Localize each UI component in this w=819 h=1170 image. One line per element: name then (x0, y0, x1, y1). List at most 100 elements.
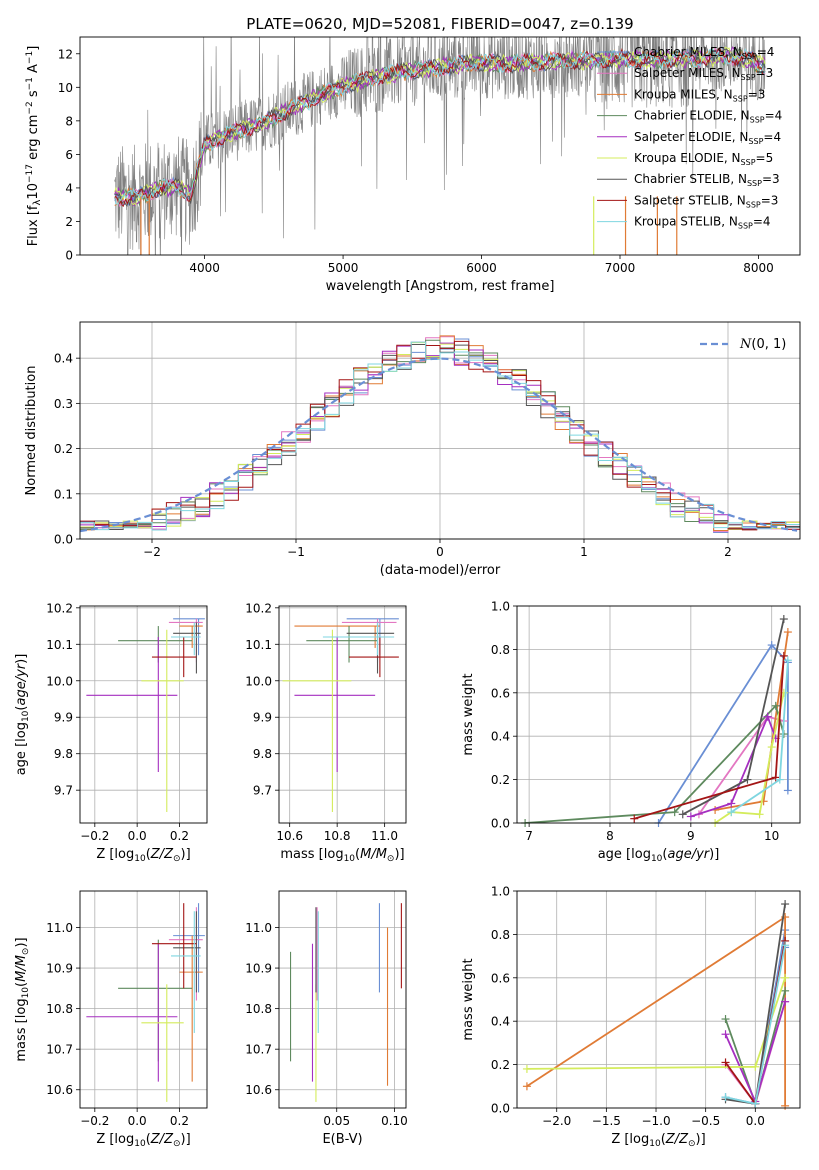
y-tick-label: 9.7 (253, 784, 272, 798)
axes-frame (278, 890, 407, 1109)
weight-line (633, 655, 785, 820)
x-tick-label: −1.5 (592, 1114, 621, 1128)
x-tick-label: 9 (687, 829, 695, 843)
x-tick-label: 8 (606, 829, 614, 843)
y-tick-label: 0.2 (491, 773, 510, 787)
x-tick-label: 0.2 (170, 1114, 189, 1128)
y-tick-label: 10.8 (245, 1002, 272, 1016)
y-tick-label: 9.8 (54, 747, 73, 761)
y-tick-label: 10 (58, 81, 73, 95)
residuals-panel: −2 −1 0 1 2 0.0 0.1 0.2 0.3 0.4 (data-model)/error… (24, 321, 801, 578)
y-tick-label: 10.0 (245, 674, 272, 688)
y-tick-label: 10.8 (46, 1002, 73, 1016)
mass-vs-ebv-panel: 0.05 0.10 10.6 10.7 10.8 10.9 11.0 E(B-V) (245, 890, 408, 1147)
x-tick-label: 8000 (743, 261, 774, 275)
x-axis-label: E(B-V) (322, 1132, 362, 1147)
y-tick-label: 10.2 (46, 601, 73, 615)
x-tick-label: −1 (287, 545, 305, 559)
x-tick-label: 1 (580, 545, 588, 559)
y-tick-label: 1.0 (491, 600, 510, 614)
y-axis-label: mass weight (461, 958, 476, 1040)
x-axis-label: Z [log10(Z/Z⊙)] (96, 847, 190, 864)
x-tick-label: 10.6 (276, 829, 303, 843)
axes-frame (516, 605, 801, 824)
y-tick-label: 2 (65, 215, 73, 229)
x-tick-label: 4000 (189, 261, 220, 275)
y-tick-label: 0.4 (491, 1015, 510, 1029)
y-axis-label: Flux [fλ10−17 erg cm−2 s−1 A−1] (25, 46, 43, 247)
x-axis-label: (data-model)/error (380, 563, 501, 578)
y-tick-label: 0.8 (491, 928, 510, 942)
y-tick-label: 8 (65, 114, 73, 128)
age-vs-metallicity-panel: −0.2 0.0 0.2 9.7 9.8 9.9 10.0 10.1 10.2 Z [log10(… (14, 601, 208, 864)
legend-entry: Chabrier MILES, NSSP=4 (634, 45, 774, 61)
x-tick-label: −0.2 (80, 829, 109, 843)
axes-frame (516, 890, 801, 1109)
residuals-legend: N(0, 1) (700, 337, 786, 352)
figure-title: PLATE=0620, MJD=52081, FIBERID=0047, z=0… (246, 15, 633, 33)
y-tick-label: 11.0 (245, 921, 272, 935)
x-tick-label: −0.5 (691, 1114, 720, 1128)
y-tick-label: 0.4 (54, 352, 73, 366)
y-tick-label: 10.7 (245, 1043, 272, 1057)
weight-line (657, 643, 789, 823)
y-tick-label: 10.7 (46, 1043, 73, 1057)
x-tick-label: −2 (143, 545, 161, 559)
weight-line (690, 714, 777, 818)
x-tick-label: 0.05 (323, 1114, 350, 1128)
axes-frame (79, 321, 801, 540)
x-tick-label: 0.0 (128, 829, 147, 843)
x-axis-label: mass [log10(M/M⊙)] (280, 847, 404, 864)
weight-vs-metallicity-panel: −2.0 −1.5 −1.0 −0.5 0.0 0.0 0.2 0.4 0.6 0.8 1.0 Z [… (461, 885, 801, 1149)
y-tick-label: 10.0 (46, 674, 73, 688)
x-tick-label: −1.0 (641, 1114, 670, 1128)
y-tick-label: 9.8 (253, 747, 272, 761)
model-spectrum-line (114, 47, 766, 207)
legend-entry: Kroupa MILES, NSSP=3 (634, 87, 765, 103)
x-tick-label: −2.0 (542, 1114, 571, 1128)
x-tick-label: 11.0 (371, 829, 398, 843)
y-tick-label: 9.9 (253, 711, 272, 725)
observed-spectrum (114, 37, 766, 255)
y-axis-label: mass [log10(M/M⊙)] (14, 937, 31, 1061)
legend-entry: Chabrier STELIB, NSSP=3 (634, 172, 780, 188)
y-tick-label: 0.2 (54, 442, 73, 456)
legend-entry: Salpeter ELODIE, NSSP=4 (634, 130, 781, 146)
legend-entry: Salpeter MILES, NSSP=3 (634, 66, 773, 82)
model-spectrum-line (114, 46, 766, 206)
x-tick-label: 10.8 (324, 829, 351, 843)
y-tick-label: 0.0 (54, 533, 73, 547)
axes-frame (79, 890, 208, 1109)
x-tick-label: 6000 (466, 261, 497, 275)
axes-frame (278, 605, 407, 824)
y-tick-label: 10.1 (245, 638, 272, 652)
y-tick-label: 9.7 (54, 784, 73, 798)
legend-entry: Chabrier ELODIE, NSSP=4 (634, 109, 782, 125)
x-tick-label: 0.2 (170, 829, 189, 843)
y-tick-label: 12 (58, 47, 73, 61)
x-tick-label: 2 (724, 545, 732, 559)
y-tick-label: 4 (65, 181, 73, 195)
axes-frame (79, 605, 208, 824)
residual-histogram-step (80, 341, 800, 531)
legend-entry: Kroupa STELIB, NSSP=4 (634, 215, 771, 231)
y-tick-label: 10.6 (245, 1083, 272, 1097)
y-tick-label: 0 (65, 249, 73, 263)
y-tick-label: 10.6 (46, 1083, 73, 1097)
normal-distribution-curve (80, 357, 798, 533)
mass-vs-metallicity-panel: −0.2 0.0 0.2 10.6 10.7 10.8 10.9 11.0 Z [log10(Z… (14, 890, 208, 1149)
x-tick-label: 0.0 (746, 1114, 765, 1128)
x-axis-label: wavelength [Angstrom, rest frame] (326, 279, 555, 294)
y-tick-label: 0.0 (491, 817, 510, 831)
y-tick-label: 10.1 (46, 638, 73, 652)
age-vs-mass-panel: 10.6 10.8 11.0 9.7 9.8 9.9 10.0 10.1 10.2 mass [l… (245, 601, 407, 864)
spectrum-legend: Chabrier MILES, NSSP=4 Salpeter MILES, NS… (597, 45, 782, 231)
x-tick-label: 0 (436, 545, 444, 559)
y-tick-label: 0.1 (54, 487, 73, 501)
weight-vs-age-panel: 7 8 9 10 0.0 0.2 0.4 0.6 0.8 1.0 age [log10(age/yr… (461, 600, 801, 864)
y-tick-label: 0.6 (491, 686, 510, 700)
y-tick-label: 0.4 (491, 730, 510, 744)
y-tick-label: 0.2 (491, 1058, 510, 1072)
y-tick-label: 0.6 (491, 971, 510, 985)
